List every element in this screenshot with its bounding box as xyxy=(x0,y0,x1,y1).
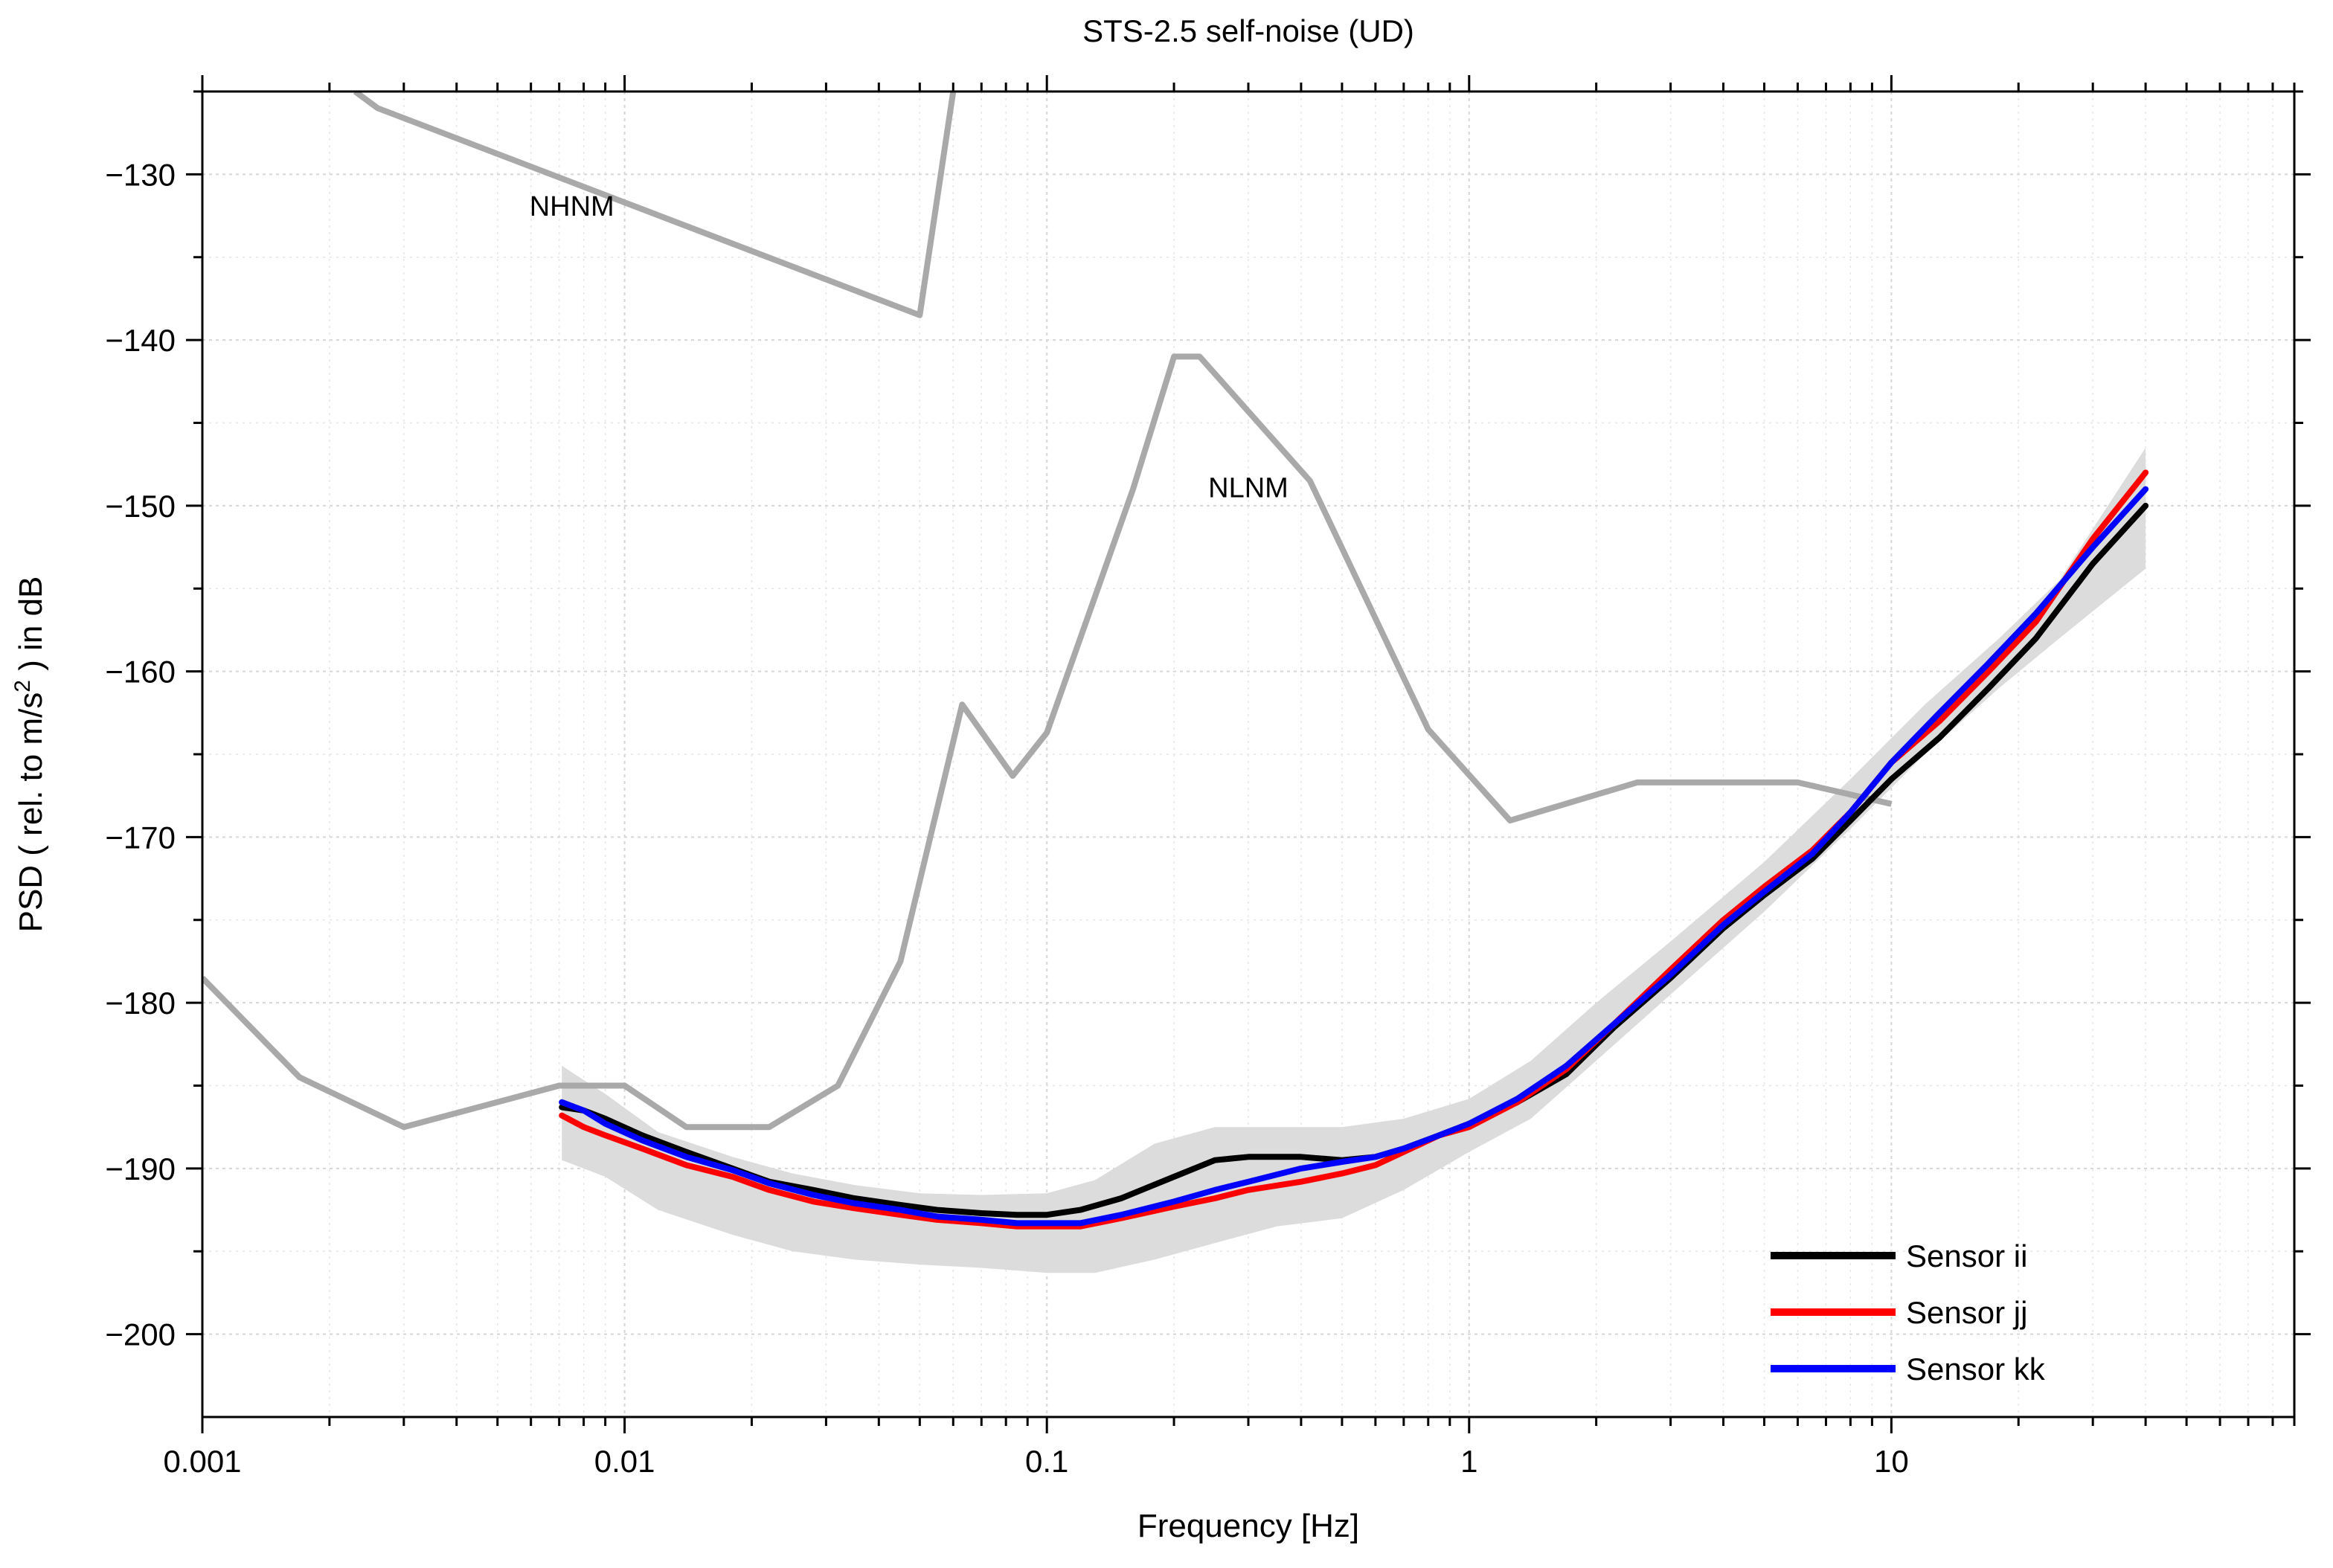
y-axis-label: PSD ( rel. to m/s2 ) in dB xyxy=(10,576,49,933)
x-tick-label: 0.1 xyxy=(1025,1444,1068,1479)
x-tick-label: 1 xyxy=(1460,1444,1477,1479)
y-axis-label-superscript: 2 xyxy=(10,680,35,693)
x-axis-label: Frequency [Hz] xyxy=(1137,1508,1359,1544)
y-tick-label: −180 xyxy=(105,986,176,1021)
y-tick-label: −170 xyxy=(105,820,176,855)
series-sensor-kk xyxy=(559,486,2149,1227)
legend-label: Sensor kk xyxy=(1906,1352,2046,1387)
legend-label: Sensor ii xyxy=(1906,1238,2027,1273)
nhnm-label: NHNM xyxy=(530,191,614,222)
nlnm-label: NLNM xyxy=(1208,473,1289,504)
model-annotations: NHNM NLNM xyxy=(530,191,1289,504)
legend-label: Sensor jj xyxy=(1906,1295,2027,1330)
legend: Sensor ii Sensor jj Sensor kk xyxy=(1771,1238,2046,1387)
y-tick-label: −190 xyxy=(105,1151,176,1186)
y-axis-label-main: PSD ( rel. to m/s xyxy=(13,693,49,933)
y-tick-label: −160 xyxy=(105,655,176,690)
series-sensor-jj xyxy=(559,469,2149,1230)
y-tick-label: −140 xyxy=(105,323,176,358)
chart-title: STS-2.5 self-noise (UD) xyxy=(1082,13,1414,48)
nhnm-curve xyxy=(353,91,957,318)
nlnm-curve xyxy=(202,353,1893,1131)
axis-tick-labels: 0.001 0.01 0.1 1 10 −130 −140 −150 −160 −170 −180 −… xyxy=(105,157,1908,1479)
y-tick-label: −150 xyxy=(105,489,176,524)
x-tick-label: 0.01 xyxy=(594,1444,655,1479)
y-tick-label: −200 xyxy=(105,1317,176,1352)
x-tick-label: 0.001 xyxy=(163,1444,241,1479)
axis-ticks xyxy=(186,75,2311,1433)
spread-band xyxy=(562,447,2146,1273)
plot-area xyxy=(202,91,2149,1273)
y-tick-label: −130 xyxy=(105,157,176,192)
x-tick-label: 10 xyxy=(1874,1444,1909,1479)
y-axis-label-tail: ) in dB xyxy=(13,576,49,680)
